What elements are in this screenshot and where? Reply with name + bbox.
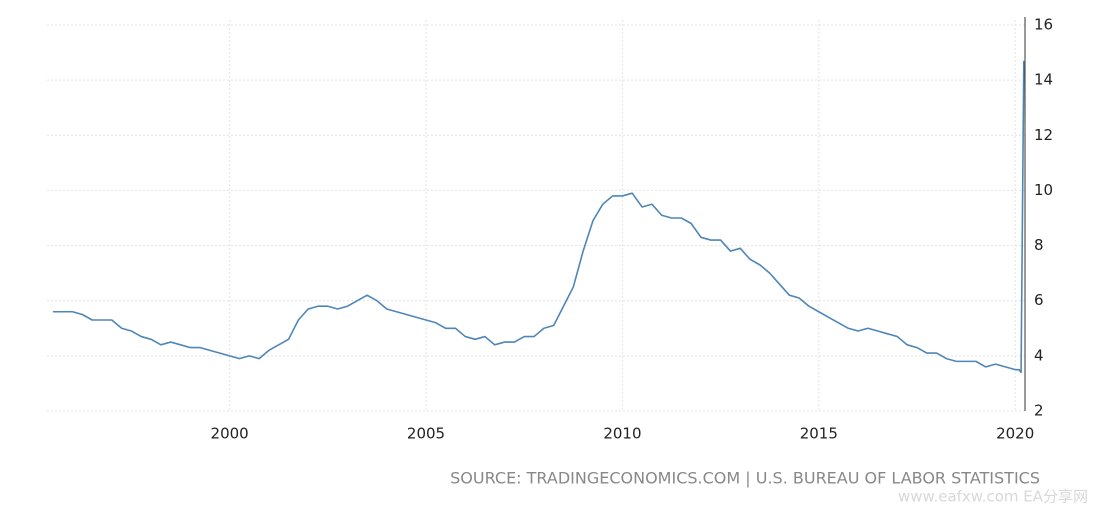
x-tick-label: 2000 <box>211 425 249 443</box>
y-tick-label: 16 <box>1034 16 1053 34</box>
y-tick-label: 10 <box>1034 181 1053 199</box>
x-tick-label: 2015 <box>800 425 838 443</box>
x-tick-label: 2010 <box>603 425 641 443</box>
y-tick-label: 12 <box>1034 126 1053 144</box>
x-tick-label: 2005 <box>407 425 445 443</box>
source: SOURCE: TRADINGECONOMICS.COM | U.S. BURE… <box>450 469 1040 488</box>
watermark: www.eafxw.com EA分享网 <box>898 488 1088 506</box>
y-tick-label: 14 <box>1034 71 1053 89</box>
x-tick-label: 2020 <box>996 425 1034 443</box>
y-tick-label: 4 <box>1034 346 1044 364</box>
y-tick-label: 6 <box>1034 291 1044 309</box>
line <box>52 60 1025 374</box>
y-tick-label: 8 <box>1034 236 1044 254</box>
y-tick-label: 2 <box>1034 402 1044 420</box>
